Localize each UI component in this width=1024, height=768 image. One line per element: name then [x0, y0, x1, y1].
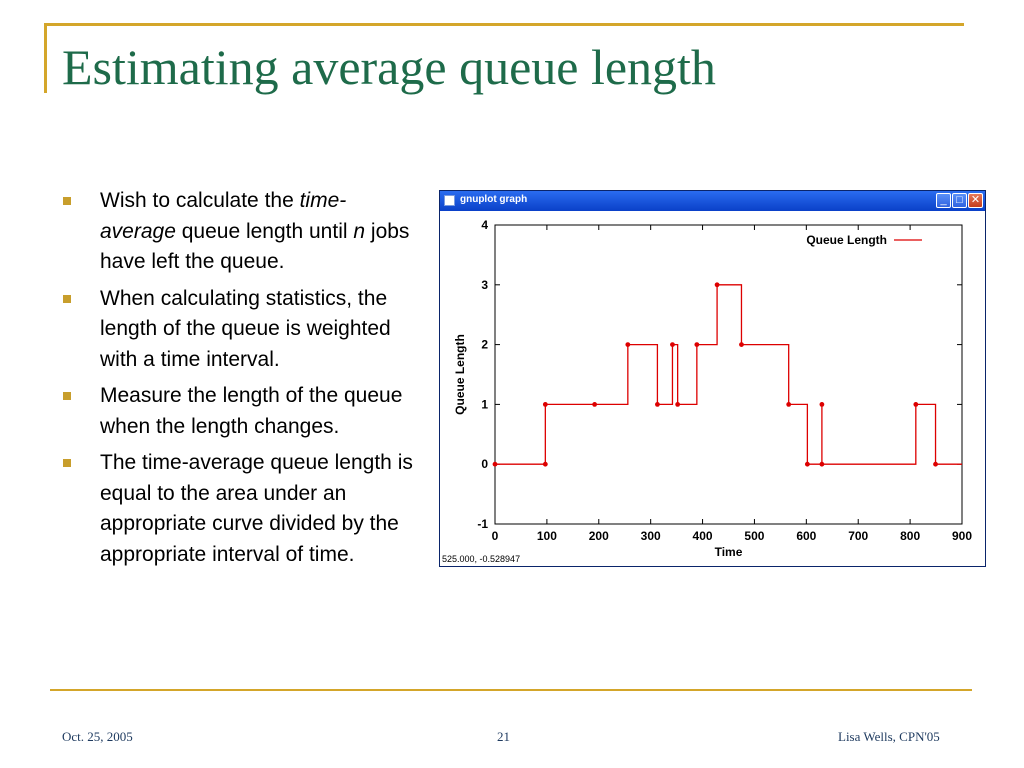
app-icon[interactable] — [444, 195, 455, 206]
close-icon: ✕ — [970, 194, 981, 206]
maximize-button[interactable]: □ — [952, 193, 967, 208]
bullet-marker-icon — [63, 459, 71, 467]
x-tick-label: 900 — [952, 529, 972, 543]
top-accent-line — [44, 23, 964, 26]
data-point — [675, 402, 681, 407]
close-button[interactable]: ✕ — [968, 193, 983, 208]
data-point — [933, 461, 938, 467]
slide-title: Estimating average queue length — [62, 39, 716, 95]
queue-length-chart[interactable]: 0 100 200 300 400 500 600 700 800 900 -1 0 1 2 3 4 Time Q… — [440, 211, 985, 566]
bullet-item: Wish to calculate the time-average queue… — [60, 186, 420, 278]
data-point — [714, 282, 720, 288]
data-point — [670, 342, 675, 347]
data-point — [542, 461, 548, 467]
gnuplot-window[interactable]: gnuplot graph _ □ ✕ 0 100 200 300 400 500 600 7… — [439, 190, 986, 567]
window-titlebar[interactable]: gnuplot graph _ □ ✕ — [440, 191, 985, 211]
x-tick-label: 800 — [900, 529, 920, 543]
x-tick-label: 200 — [589, 529, 609, 543]
x-tick-label: 300 — [641, 529, 661, 543]
data-point — [492, 461, 498, 467]
bullet-item: When calculating statistics, the length … — [60, 284, 420, 376]
bullet-marker-icon — [63, 197, 71, 205]
bullet-list: Wish to calculate the time-average queue… — [60, 186, 420, 576]
data-point — [819, 402, 825, 407]
minimize-icon: _ — [940, 194, 947, 206]
data-point — [592, 402, 598, 407]
bullet-item: Measure the length of the queue when the… — [60, 381, 420, 442]
y-tick-label: 2 — [481, 338, 488, 352]
footer-date: Oct. 25, 2005 — [62, 729, 133, 744]
y-tick-label: 0 — [481, 457, 488, 471]
bullet-item: The time-average queue length is equal t… — [60, 448, 420, 570]
data-point — [542, 402, 548, 407]
x-axis-label: Time — [715, 545, 743, 559]
y-tick-label: 3 — [481, 278, 488, 292]
data-point — [655, 402, 660, 407]
x-tick-label: 400 — [693, 529, 713, 543]
y-tick-label: -1 — [477, 517, 488, 531]
maximize-icon: □ — [956, 194, 963, 206]
data-point — [694, 342, 700, 347]
y-tick-label: 4 — [481, 218, 488, 232]
plot-frame — [494, 224, 963, 525]
series-line — [495, 284, 962, 465]
footer-divider — [50, 689, 972, 691]
y-axis-label: Queue Length — [453, 334, 467, 415]
data-point — [786, 402, 792, 407]
left-accent-line — [44, 23, 47, 93]
y-tick-label: 1 — [481, 397, 488, 411]
x-tick-label: 500 — [744, 529, 764, 543]
data-point — [819, 461, 825, 467]
x-tick-label: 700 — [848, 529, 868, 543]
data-point — [625, 342, 631, 347]
data-point — [739, 342, 744, 347]
minimize-button[interactable]: _ — [936, 193, 951, 208]
footer-author: Lisa Wells, CPN'05 — [838, 729, 940, 744]
bullet-marker-icon — [63, 294, 71, 303]
status-coordinates: 525.000, -0.528947 — [442, 554, 520, 564]
legend-label: Queue Length — [806, 233, 887, 247]
x-tick-label: 100 — [537, 529, 557, 543]
data-point — [913, 402, 919, 407]
data-point — [804, 461, 810, 467]
window-title: gnuplot graph — [460, 194, 528, 205]
x-tick-label: 0 — [492, 529, 499, 543]
slide-number: 21 — [497, 729, 510, 744]
bullet-marker-icon — [63, 392, 71, 400]
x-tick-label: 600 — [796, 529, 816, 543]
